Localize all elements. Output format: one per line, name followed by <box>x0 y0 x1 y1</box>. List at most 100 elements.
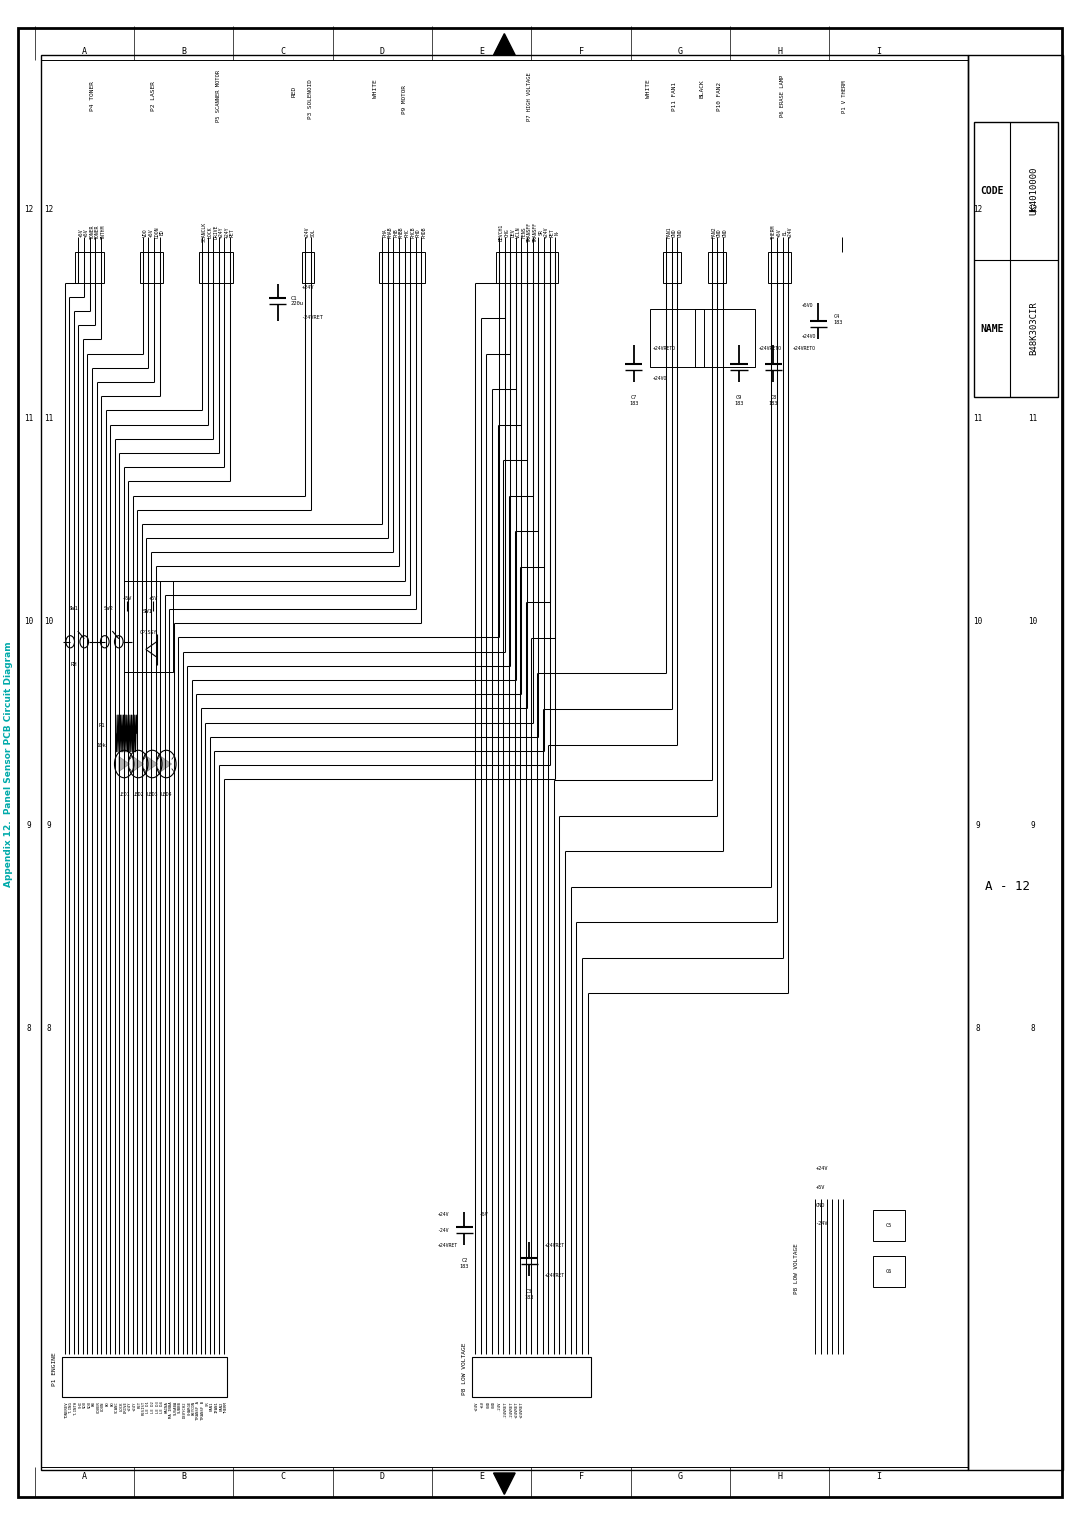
Text: +24Y: +24Y <box>133 1401 137 1410</box>
Text: +5V: +5V <box>777 228 782 237</box>
Text: LOCK: LOCK <box>207 226 213 238</box>
Text: PHB: PHB <box>393 228 399 237</box>
Text: G: G <box>678 1471 683 1481</box>
Text: PHC: PHC <box>405 228 409 237</box>
Text: TRANSF A: TRANSF A <box>197 1401 201 1420</box>
Text: +24Y: +24Y <box>225 226 229 238</box>
Polygon shape <box>161 756 172 772</box>
Text: H: H <box>778 1471 782 1481</box>
Text: E: E <box>480 1471 484 1481</box>
Bar <box>974 122 1058 397</box>
Text: PHD: PHD <box>416 228 421 237</box>
Text: A: A <box>82 47 86 57</box>
Text: 11: 11 <box>44 414 53 423</box>
Text: THERM: THERM <box>224 1401 228 1413</box>
Text: -24VRET: -24VRET <box>503 1401 508 1418</box>
Text: FAN1: FAN1 <box>666 226 671 238</box>
Text: PHBB: PHBB <box>399 226 404 238</box>
Text: C9
183: C9 183 <box>734 394 744 406</box>
Text: 10: 10 <box>1028 617 1037 626</box>
Text: PHCB: PHCB <box>410 226 415 238</box>
Text: RET: RET <box>230 228 235 237</box>
Text: P8 LOW VOLTAGE: P8 LOW VOLTAGE <box>462 1343 468 1395</box>
Text: 12: 12 <box>1028 205 1037 214</box>
Text: C5: C5 <box>886 1222 892 1229</box>
Text: 10: 10 <box>25 617 33 626</box>
Text: 12: 12 <box>973 205 982 214</box>
Text: P4 TONER: P4 TONER <box>90 81 95 112</box>
Text: +24VO: +24VO <box>653 376 667 382</box>
Text: TONER: TONER <box>95 225 100 240</box>
Text: THERM: THERM <box>771 225 777 240</box>
Text: GND: GND <box>717 228 723 237</box>
Text: VDO: VDO <box>83 1401 87 1409</box>
Text: E: E <box>480 47 484 57</box>
Text: -24VRET: -24VRET <box>301 315 323 321</box>
Text: RET: RET <box>137 1401 141 1409</box>
Text: 10k: 10k <box>96 743 107 749</box>
Bar <box>873 1210 905 1241</box>
Text: EL: EL <box>783 229 787 235</box>
Text: SR: SR <box>205 1401 210 1406</box>
Text: FENS: FENS <box>522 226 526 238</box>
Polygon shape <box>119 756 130 772</box>
Text: A: A <box>82 1471 86 1481</box>
Text: I: I <box>877 1471 881 1481</box>
Text: IFAN1: IFAN1 <box>215 1401 218 1413</box>
Text: VDO: VDO <box>87 1401 92 1409</box>
Text: SHI: SHI <box>79 1401 82 1409</box>
Bar <box>199 252 233 283</box>
Text: T-ING: T-ING <box>69 1401 73 1413</box>
Bar <box>768 252 792 283</box>
Text: RET: RET <box>550 228 554 237</box>
Text: VDO: VDO <box>143 228 148 237</box>
Bar <box>472 1357 591 1397</box>
Text: +24VRET: +24VRET <box>437 1242 458 1248</box>
Text: SW2: SW2 <box>103 605 113 611</box>
Text: +5V: +5V <box>149 596 158 602</box>
Text: +24V: +24V <box>544 226 549 238</box>
Text: F: F <box>579 47 583 57</box>
Text: WHITE: WHITE <box>373 79 378 98</box>
Text: DRIVE: DRIVE <box>124 1401 127 1413</box>
Text: BEVCH1: BEVCH1 <box>499 223 504 241</box>
Text: GND: GND <box>677 228 683 237</box>
Text: FAN2: FAN2 <box>712 226 716 238</box>
Text: +5V: +5V <box>815 1184 825 1190</box>
Text: Appendix 12.  Panel Sensor PCB Circuit Diagram: Appendix 12. Panel Sensor PCB Circuit Di… <box>4 642 13 886</box>
Text: P1 V THERM: P1 V THERM <box>842 79 848 113</box>
Bar <box>139 252 163 283</box>
Text: +24Y: +24Y <box>219 226 224 238</box>
Text: +5V: +5V <box>123 596 132 602</box>
Text: P11 FAN1: P11 FAN1 <box>672 83 677 110</box>
Text: 9: 9 <box>975 821 980 830</box>
Text: T-INTH: T-INTH <box>73 1401 78 1415</box>
Text: 12: 12 <box>44 205 53 214</box>
Text: +24VO: +24VO <box>802 333 816 339</box>
Text: C6: C6 <box>886 1268 892 1274</box>
Text: LE D3: LE D3 <box>156 1401 160 1413</box>
Bar <box>41 55 968 1470</box>
Text: I: I <box>877 47 881 57</box>
Text: CODE: CODE <box>981 186 1003 196</box>
Text: +24V: +24V <box>301 284 314 290</box>
Text: C3
183: C3 183 <box>525 1288 534 1300</box>
Text: D: D <box>380 1471 384 1481</box>
Text: DRIVE: DRIVE <box>213 225 218 240</box>
Text: P3 SOLENOID: P3 SOLENOID <box>308 79 313 119</box>
Text: C1
220u: C1 220u <box>291 295 303 307</box>
Bar <box>873 1256 905 1287</box>
Text: BEYCDN: BEYCDN <box>192 1401 195 1415</box>
Text: LE D4: LE D4 <box>160 1401 164 1413</box>
Text: LED3: LED3 <box>147 792 158 796</box>
Bar <box>496 252 558 283</box>
Text: TONER: TONER <box>90 225 95 240</box>
Text: P2 LASER: P2 LASER <box>151 81 157 112</box>
Text: A - 12: A - 12 <box>985 880 1030 892</box>
Bar <box>696 309 755 367</box>
Text: +24V: +24V <box>437 1212 449 1218</box>
Text: TNTHM: TNTHM <box>100 225 106 240</box>
Text: SCANC: SCANC <box>114 1401 119 1413</box>
Text: -24VRET: -24VRET <box>509 1401 513 1418</box>
Bar <box>650 309 704 367</box>
